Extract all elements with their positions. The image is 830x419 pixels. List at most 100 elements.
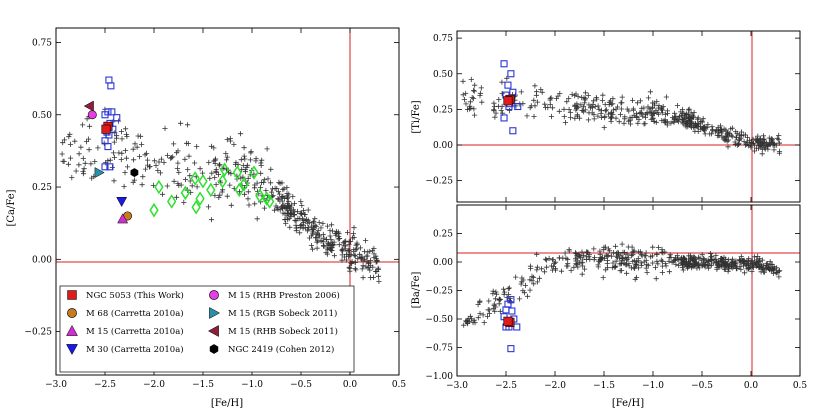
m-15-rgb-sobeck-2011-marker (94, 167, 105, 179)
field-star-marker (582, 96, 588, 102)
field-star-marker (341, 243, 347, 249)
field-star-marker (314, 245, 320, 251)
field-star-marker (460, 78, 466, 84)
field-star-marker (631, 248, 637, 254)
field-star-marker (733, 129, 739, 135)
panel-ca: −0.25 0.00 0.25 0.50 0.75 −3.0 −2.5 −2.0 −1.5 −1… (6, 27, 406, 409)
field-star-marker (613, 115, 619, 121)
field-star-marker (538, 86, 544, 93)
field-star-marker (261, 179, 267, 185)
field-star-marker (88, 161, 94, 167)
field-star-marker (699, 119, 705, 125)
field-star-marker (582, 266, 588, 272)
field-star-marker (534, 279, 541, 285)
field-star-marker (717, 263, 723, 269)
field-star-marker (766, 140, 772, 146)
field-star-marker (756, 258, 762, 264)
field-star-marker (539, 266, 545, 272)
field-star-marker (463, 319, 469, 325)
field-star-marker (683, 114, 689, 120)
field-star-marker (118, 156, 124, 163)
field-star-marker (182, 176, 189, 183)
x-tick-label: −2.0 (544, 381, 566, 391)
green-diamonds-marker (264, 194, 275, 209)
legend-m-15-rgb-sobeck-2011-marker (209, 307, 221, 319)
y-tick-label: 0.00 (433, 141, 453, 151)
field-star-marker (173, 194, 180, 200)
field-star-marker (668, 254, 674, 260)
field-star-marker (506, 108, 513, 114)
field-star-marker (608, 253, 615, 259)
field-star-marker (596, 106, 602, 112)
x-tick-label: −0.5 (691, 381, 713, 391)
field-star-marker (543, 256, 549, 262)
field-star-marker (66, 134, 72, 140)
field-star-marker (124, 133, 130, 139)
field-star-marker (484, 313, 491, 319)
field-star-marker (80, 168, 86, 175)
field-star-marker (662, 261, 668, 267)
field-star-marker (354, 246, 360, 252)
field-star-marker (624, 262, 630, 268)
field-star-marker (469, 95, 475, 101)
ngc-5053-individual-marker (507, 70, 515, 78)
field-star-marker (298, 198, 304, 204)
field-star-marker (622, 116, 628, 122)
field-star-marker (131, 157, 137, 163)
field-star-marker (283, 221, 289, 227)
panel-ba-field-stars (461, 241, 783, 328)
y-tick-label: 0.00 (32, 255, 52, 265)
panel-ca-xlabel: [Fe/H] (211, 398, 243, 409)
field-star-marker (685, 264, 691, 270)
green-diamonds-marker (232, 165, 242, 180)
field-star-marker (332, 231, 339, 237)
field-star-marker (273, 203, 279, 209)
field-star-marker (122, 170, 128, 176)
field-star-marker (257, 184, 264, 190)
field-star-marker (649, 105, 655, 111)
m-15-rhb-sobeck-2011-marker (83, 100, 94, 112)
field-star-marker (667, 252, 673, 258)
ngc-5053-individual-marker (509, 127, 517, 135)
field-star-marker (205, 204, 212, 210)
field-star-marker (619, 257, 625, 264)
field-star-marker (545, 104, 551, 111)
field-star-marker (302, 218, 308, 224)
field-star-marker (742, 142, 748, 148)
panel-ti-x-axis (456, 31, 801, 202)
panel-ba-ylabel: [Ba/Fe] (411, 272, 422, 309)
field-star-marker (65, 161, 71, 167)
field-star-marker (729, 256, 735, 262)
field-star-marker (376, 278, 382, 284)
legend-m-15-rhb-sobeck-2011-marker (207, 325, 219, 337)
field-star-marker (650, 244, 656, 250)
field-star-marker (330, 241, 336, 247)
y-tick-label: 0.25 (433, 105, 453, 115)
field-star-marker (352, 253, 358, 259)
field-star-marker (676, 115, 682, 121)
field-star-marker (637, 249, 644, 255)
field-star-marker (297, 216, 303, 222)
legend-label: M 15 (RHB Sobeck 2011) (228, 326, 338, 337)
field-star-marker (268, 189, 275, 195)
green-diamonds-marker (217, 173, 228, 189)
field-star-marker (662, 117, 668, 123)
panel-ba-xlabel: [Fe/H] (612, 398, 644, 409)
field-star-marker (189, 183, 195, 189)
panel-ba-y-axis: −1.00 −0.75 −0.50 −0.25 0.00 0.25 (425, 230, 800, 382)
field-star-marker (592, 103, 598, 110)
field-star-marker (609, 110, 615, 116)
field-star-marker (539, 89, 545, 95)
field-star-marker (367, 248, 373, 255)
field-star-marker (241, 153, 247, 159)
panel-ti-frame (456, 30, 801, 203)
field-star-marker (616, 119, 622, 125)
field-star-marker (492, 308, 498, 314)
field-star-marker (284, 203, 291, 209)
field-star-marker (156, 159, 162, 165)
field-star-marker (656, 103, 662, 109)
field-star-marker (107, 157, 113, 163)
field-star-marker (714, 260, 720, 266)
field-star-marker (761, 263, 767, 269)
field-star-marker (709, 131, 715, 137)
